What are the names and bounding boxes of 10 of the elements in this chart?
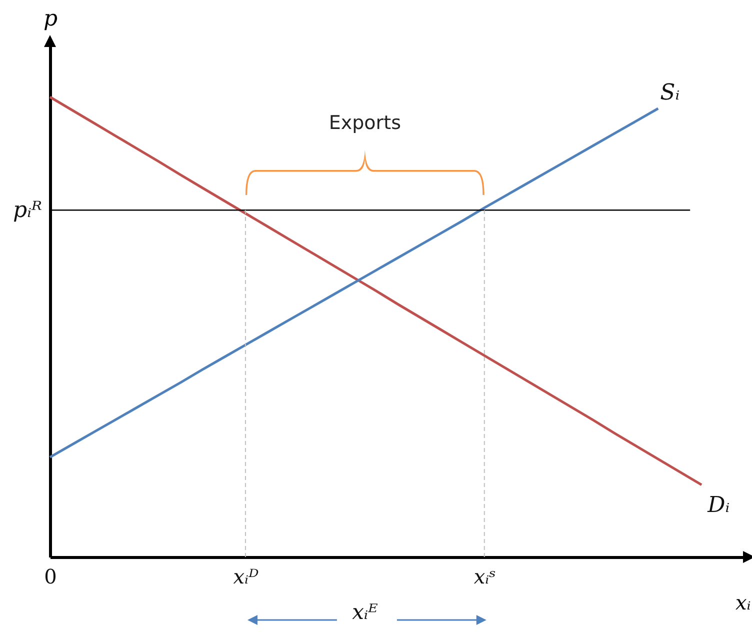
x-tick-label: xᵢᴰ xyxy=(233,564,259,588)
y-axis-title: p xyxy=(43,6,58,32)
annotation: Exports xyxy=(328,112,401,134)
x-tick-label: 0 xyxy=(44,564,57,588)
x-tick-label: xᵢˢ xyxy=(474,564,496,588)
series-label: Sᵢ xyxy=(660,80,680,106)
text: xᵢᴱ xyxy=(352,600,378,624)
ref-line-label: pᵢᴿ xyxy=(13,198,42,224)
series-label: Dᵢ xyxy=(706,492,730,518)
x-axis-title: xᵢ xyxy=(736,590,751,614)
